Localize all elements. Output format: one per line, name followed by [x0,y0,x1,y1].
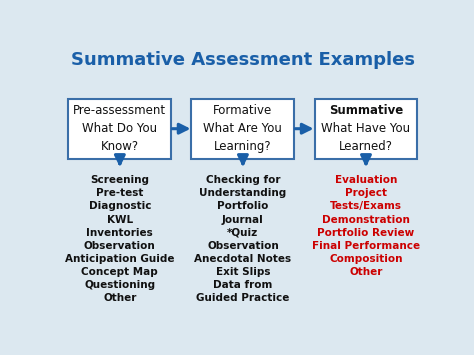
Text: Questioning: Questioning [84,280,155,290]
Text: Project: Project [345,188,387,198]
Text: Demonstration: Demonstration [322,214,410,224]
Text: Journal: Journal [222,214,264,224]
Text: Anecdotal Notes: Anecdotal Notes [194,254,292,264]
Text: Composition: Composition [329,254,403,264]
Text: Data from: Data from [213,280,273,290]
Text: Know?: Know? [101,140,139,153]
Text: Guided Practice: Guided Practice [196,293,290,303]
Text: Understanding: Understanding [199,188,287,198]
Text: Tests/Exams: Tests/Exams [330,201,402,212]
Text: KWL: KWL [107,214,133,224]
Text: *Quiz: *Quiz [228,228,258,237]
Text: Summative Assessment Examples: Summative Assessment Examples [71,51,415,69]
FancyBboxPatch shape [191,99,294,159]
Text: Portfolio: Portfolio [217,201,269,212]
Text: Diagnostic: Diagnostic [89,201,151,212]
Text: Learned?: Learned? [339,140,393,153]
Text: What Have You: What Have You [321,122,410,135]
Text: Screening: Screening [91,175,149,185]
Text: Evaluation: Evaluation [335,175,397,185]
Text: Other: Other [103,293,137,303]
Text: Observation: Observation [207,241,279,251]
Text: Checking for: Checking for [206,175,280,185]
Text: Pre-assessment: Pre-assessment [73,104,166,118]
Text: Anticipation Guide: Anticipation Guide [65,254,174,264]
Text: Summative: Summative [329,104,403,118]
FancyBboxPatch shape [68,99,171,159]
Text: Concept Map: Concept Map [82,267,158,277]
Text: What Do You: What Do You [82,122,157,135]
Text: Other: Other [349,267,383,277]
Text: Final Performance: Final Performance [312,241,420,251]
Text: Pre-test: Pre-test [96,188,144,198]
Text: Inventories: Inventories [86,228,153,237]
Text: Learning?: Learning? [214,140,272,153]
FancyBboxPatch shape [315,99,418,159]
Text: What Are You: What Are You [203,122,283,135]
Text: Portfolio Review: Portfolio Review [318,228,415,237]
Text: Formative: Formative [213,104,273,118]
Text: Exit Slips: Exit Slips [216,267,270,277]
Text: Observation: Observation [84,241,156,251]
